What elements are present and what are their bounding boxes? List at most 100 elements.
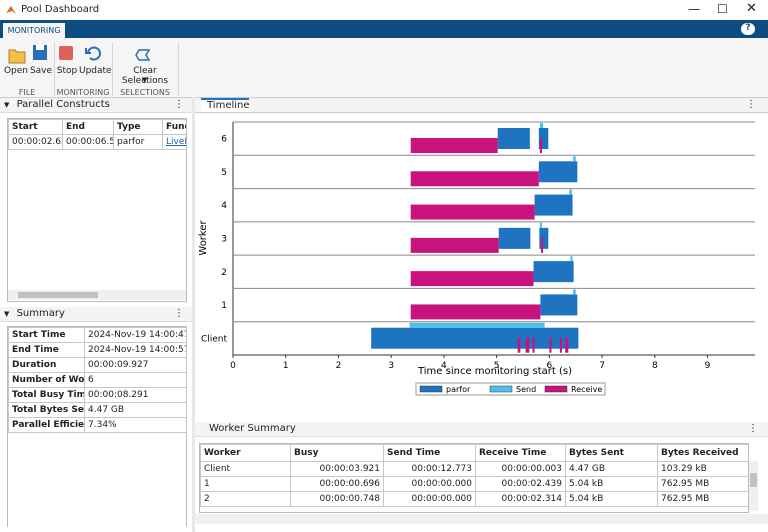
table-row: 1 00:00:00.696 00:00:00.000 00:00:02.439 5.0… [200, 476, 748, 492]
save-button[interactable]: Save [29, 66, 53, 76]
timeline-bar [498, 227, 531, 249]
timeline-bar [540, 237, 544, 253]
table-cell: 00:00:00.000 [383, 476, 476, 492]
timeline-bar [410, 304, 541, 320]
v-scrollbar[interactable] [749, 461, 758, 511]
timeline-bar [410, 138, 498, 153]
timeline-bar [540, 294, 578, 316]
timeline-bar [565, 337, 569, 353]
timeline-bar [573, 289, 576, 295]
h-scrollbar[interactable] [195, 514, 768, 524]
table-cell: Client [200, 461, 291, 477]
tab-strip: MONITORING ? [0, 20, 768, 38]
separator [112, 42, 113, 96]
table-cell: 00:00:02.624 [8, 134, 63, 150]
summary-value: 6 [84, 372, 187, 388]
y-axis-label: Worker [198, 219, 209, 255]
timeline-bar [539, 227, 549, 249]
table-cell: 00:00:00.003 [475, 461, 566, 477]
summary-value: 4.47 GB [84, 402, 187, 418]
table-cell: 103.29 kB [657, 461, 748, 477]
y-tick-label: 2 [221, 268, 227, 278]
timeline-bar [525, 337, 530, 353]
stop-button[interactable]: Stop [56, 66, 78, 76]
summary-value: 2024-Nov-19 14:00:47.531 [84, 327, 187, 343]
ribbon-tab[interactable]: MONITORING [3, 23, 65, 38]
group-label: MONITORING [56, 88, 110, 97]
column-header: Receive Time [475, 444, 566, 462]
timeline-bar [538, 128, 549, 149]
summary-label: Total Bytes Sent [8, 402, 85, 418]
timeline-bar [497, 128, 530, 149]
update-button[interactable]: Update [79, 66, 112, 76]
timeline-bar [573, 156, 576, 162]
timeline-bar [539, 123, 544, 128]
title-bar: Pool Dashboard — ☐ ✕ [0, 0, 768, 21]
legend-swatch [544, 385, 568, 393]
legend-label: Receive [571, 385, 602, 394]
open-button[interactable]: Open [3, 66, 29, 76]
timeline-tab[interactable]: Timeline [201, 98, 250, 112]
help-button[interactable]: ? [741, 23, 755, 35]
timeline-bar [517, 337, 521, 353]
table-row: Total Bytes Sent4.47 GB [8, 402, 187, 418]
close[interactable]: ✕ [746, 1, 757, 16]
panel-header: ▼ Summary ⋮ [0, 307, 192, 322]
table-row: Number of Workers6 [8, 372, 187, 388]
x-tick-label: 8 [652, 361, 658, 371]
timeline-chart: Time since monitoring start (s) Worker C… [198, 121, 755, 396]
summary-label: Total Busy Time [8, 387, 85, 403]
legend-label: parfor [446, 385, 471, 394]
worker-summary-table: Worker Busy Send Time Receive Time Bytes Sen… [200, 444, 748, 507]
x-tick-label: 9 [705, 361, 711, 371]
summary-label: Parallel Efficiency [8, 417, 85, 433]
minimize[interactable]: — [688, 2, 700, 16]
column-header: Bytes Sent [565, 444, 658, 462]
legend-swatch [489, 385, 513, 393]
panel-header: ▼ Parallel Constructs ⋮ [0, 98, 192, 113]
table-cell: 00:00:00.696 [290, 476, 384, 492]
x-axis-label: Time since monitoring start (s) [417, 366, 572, 377]
maximize[interactable]: ☐ [717, 2, 728, 16]
table-cell: 00:00:00.000 [383, 491, 476, 507]
timeline-bar [549, 337, 552, 353]
function-link[interactable]: LiveE [162, 134, 186, 150]
timeline-bar [371, 327, 579, 349]
timeline-bar [410, 237, 499, 253]
timeline-bar [569, 189, 573, 195]
table-row: Total Busy Time 00:00:08.291 [8, 387, 187, 403]
table-cell: 5.04 kB [565, 491, 658, 507]
timeline-bar [539, 138, 542, 153]
ribbon-icons [8, 45, 151, 64]
clear-selections-button[interactable]: Clear Selections [121, 66, 169, 86]
timeline-bar [409, 322, 545, 328]
y-tick-label: 6 [221, 135, 227, 145]
constructs-table-frame: StartEndTypeFuncti00:00:02.62400:00:06.5… [7, 118, 187, 302]
timeline-bar [534, 194, 573, 216]
legend-swatch [419, 385, 443, 393]
summary-value: 00:00:09.927 [84, 357, 187, 373]
table-row: 00:00:02.62400:00:06.546parforLiveE [8, 134, 186, 150]
summary-label: Number of Workers [8, 372, 85, 388]
group-label: FILE [18, 88, 36, 97]
table-cell: 00:00:02.439 [475, 476, 566, 492]
h-scrollbar[interactable] [8, 290, 186, 300]
table-row: Parallel Efficiency7.34% [8, 417, 187, 433]
table-cell: 00:00:02.314 [475, 491, 566, 507]
x-tick-label: 6 [546, 361, 552, 371]
x-tick-label: 5 [494, 361, 500, 371]
worker-table-frame: Worker Busy Send Time Receive Time Bytes Sen… [199, 443, 749, 513]
panel-header: Worker Summary ⋮ [195, 422, 768, 437]
table-cell: 00:00:03.921 [290, 461, 384, 477]
timeline-bar [410, 204, 535, 220]
column-header: End [62, 119, 114, 135]
y-tick-label: 3 [221, 235, 227, 245]
column-header: Send Time [383, 444, 476, 462]
y-tick-label: Client [201, 334, 228, 344]
dropdown-arrow[interactable]: ▼ [142, 76, 148, 84]
ribbon [0, 38, 768, 98]
